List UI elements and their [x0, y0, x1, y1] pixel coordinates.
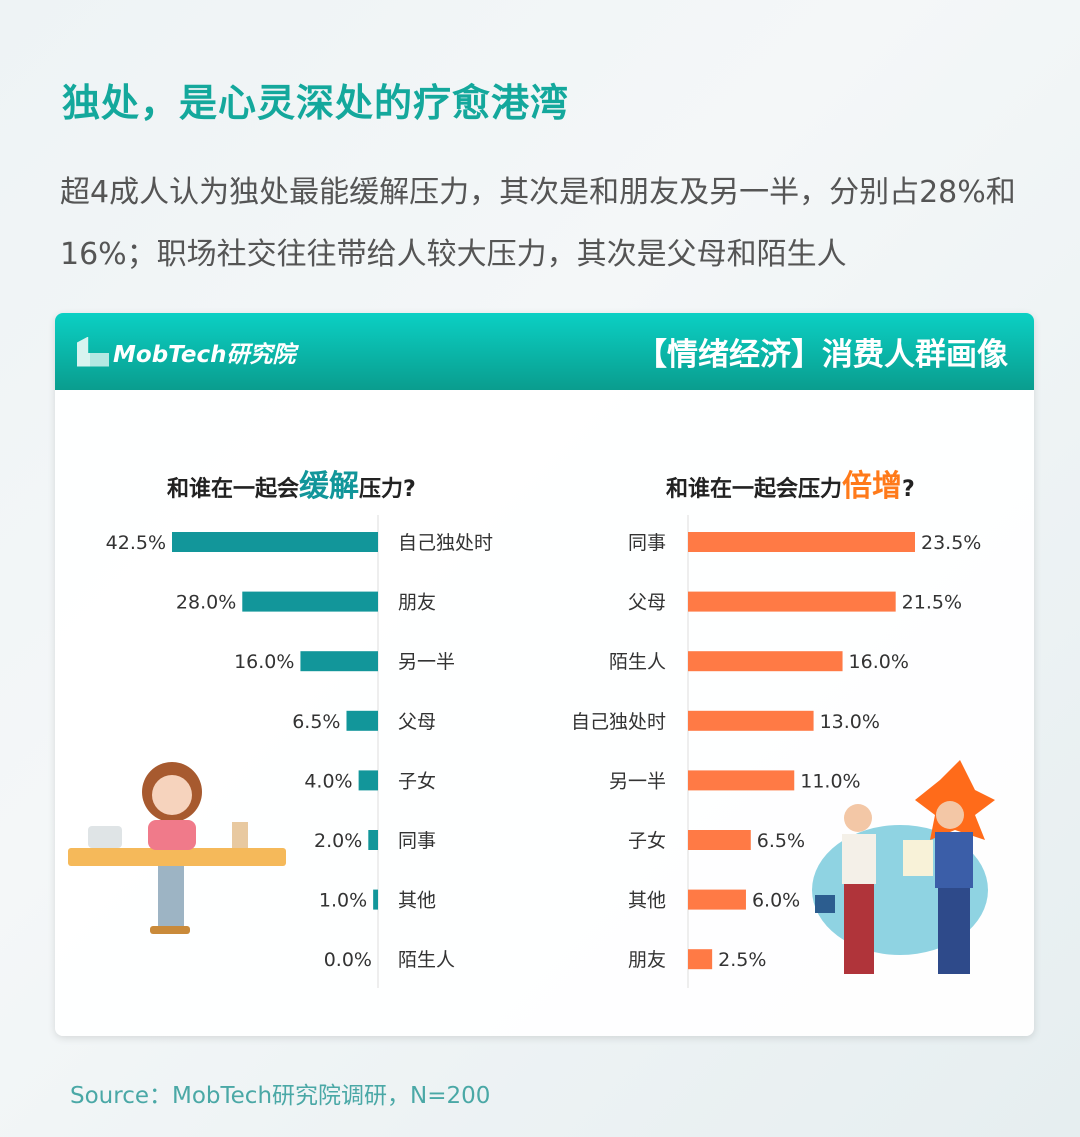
- title-post: 压力?: [359, 477, 416, 502]
- left-category-label: 子女: [398, 770, 436, 792]
- right-chart-title: 和谁在一起会压力倍增?: [666, 461, 915, 505]
- left-bar: [368, 830, 378, 850]
- right-bar: [688, 830, 751, 850]
- right-bar: [688, 710, 814, 731]
- left-bar: [172, 532, 378, 552]
- logo: MobTech研究院: [77, 335, 295, 369]
- left-value-label: 16.0%: [234, 651, 294, 673]
- card-header: MobTech研究院 【情绪经济】消费人群画像: [55, 313, 1034, 390]
- page-title: 独处，是心灵深处的疗愈港湾: [62, 81, 570, 125]
- left-value-label: 28.0%: [176, 592, 236, 614]
- right-value-label: 16.0%: [849, 651, 909, 673]
- left-bar: [358, 770, 378, 791]
- title-pre: 和谁在一起会压力: [666, 477, 843, 502]
- right-value-label: 23.5%: [921, 532, 981, 554]
- right-category-label: 其他: [628, 890, 666, 912]
- girl-illustration: [68, 762, 286, 934]
- left-category-label: 同事: [398, 830, 436, 852]
- left-value-label: 0.0%: [324, 949, 372, 971]
- right-value-label: 21.5%: [902, 592, 962, 614]
- title-highlight: 缓解: [299, 469, 360, 504]
- left-value-label: 2.0%: [314, 830, 362, 852]
- right-category-label: 子女: [628, 830, 666, 852]
- left-value-label: 42.5%: [106, 532, 166, 554]
- left-value-label: 1.0%: [319, 890, 367, 912]
- title-post: ?: [902, 477, 915, 502]
- left-value-label: 6.5%: [292, 711, 340, 733]
- right-value-label: 13.0%: [820, 711, 880, 733]
- left-bar: [242, 591, 378, 612]
- source-note: Source：MobTech研究院调研，N=200: [70, 1083, 491, 1109]
- title-pre: 和谁在一起会: [167, 477, 300, 502]
- right-category-label: 同事: [628, 532, 666, 554]
- left-bar: [346, 710, 378, 731]
- right-category-label: 朋友: [628, 949, 666, 971]
- right-bar: [688, 889, 746, 910]
- left-value-label: 4.0%: [304, 770, 352, 792]
- left-category-label: 陌生人: [398, 949, 455, 971]
- left-chart-title: 和谁在一起会缓解压力?: [167, 461, 416, 505]
- left-bar: [300, 651, 378, 672]
- left-category-label: 另一半: [398, 651, 455, 673]
- page-subtitle: 超4成人认为独处最能缓解压力，其次是和朋友及另一半，分别占28%和16%；职场社…: [60, 175, 1016, 272]
- right-value-label: 6.0%: [752, 890, 800, 912]
- left-bar: [373, 889, 378, 910]
- right-bar: [688, 651, 843, 672]
- right-bar: [688, 591, 896, 612]
- right-bar: [688, 770, 795, 791]
- left-category-label: 朋友: [398, 592, 436, 614]
- banner-title: 【情绪经济】消费人群画像: [636, 337, 1008, 373]
- left-category-label: 自己独处时: [398, 532, 493, 554]
- men-illustration: [812, 760, 995, 974]
- left-category-label: 父母: [398, 711, 436, 733]
- right-value-label: 6.5%: [757, 830, 805, 852]
- right-category-label: 另一半: [609, 770, 666, 792]
- right-category-label: 父母: [628, 592, 666, 614]
- left-category-label: 其他: [398, 890, 436, 912]
- right-value-label: 11.0%: [800, 770, 860, 792]
- right-value-label: 2.5%: [718, 949, 766, 971]
- logo-text: MobTech研究院: [113, 341, 296, 368]
- title-highlight: 倍增: [842, 469, 903, 504]
- right-category-label: 自己独处时: [571, 711, 666, 733]
- right-bar: [688, 949, 713, 970]
- right-category-label: 陌生人: [609, 651, 666, 673]
- right-bar: [688, 532, 915, 552]
